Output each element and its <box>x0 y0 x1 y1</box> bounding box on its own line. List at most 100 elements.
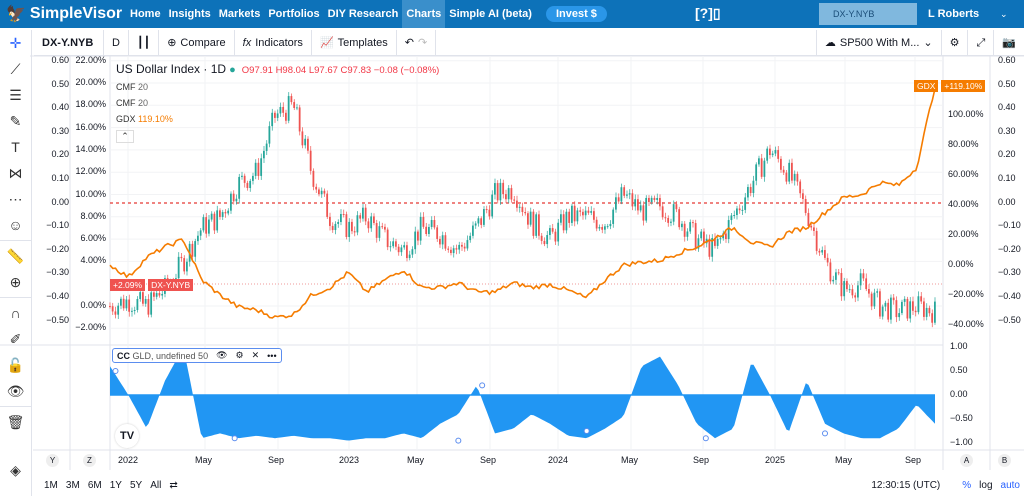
fib-lines-icon[interactable]: ☰ <box>9 86 22 103</box>
eagle-icon: 🦅 <box>6 6 26 23</box>
candle <box>700 231 703 239</box>
brush-icon[interactable]: ✎ <box>9 112 22 129</box>
layout-select[interactable]: ☁ SP500 With M... ⌄ <box>815 29 942 56</box>
candle <box>348 221 351 237</box>
candle <box>650 197 653 202</box>
study-cmf-1[interactable]: CMF 20 <box>116 82 149 92</box>
eye-icon[interactable]: 👁 <box>6 382 25 399</box>
settings-icon[interactable]: ⚙ <box>235 350 244 360</box>
nav-link[interactable]: Simple AI (beta) <box>449 8 532 20</box>
candle <box>928 307 931 314</box>
more-icon[interactable]: ••• <box>267 350 277 361</box>
layers-icon[interactable]: ◈ <box>10 461 21 478</box>
range-button[interactable]: 5Y <box>129 479 143 491</box>
prediction-icon[interactable]: ⋯ <box>8 190 23 207</box>
chevron-down-icon[interactable]: ⌄ <box>1000 9 1008 19</box>
candle <box>791 162 793 181</box>
user-menu[interactable]: L Roberts <box>928 8 980 20</box>
candle <box>617 197 620 202</box>
candle <box>513 199 516 201</box>
axis-y-btn[interactable]: Y <box>46 454 59 467</box>
candle <box>153 292 155 297</box>
candle <box>821 250 824 253</box>
range-button[interactable]: 3M <box>65 479 80 491</box>
candle <box>516 200 518 208</box>
nav-link[interactable]: DIY Research <box>327 8 399 20</box>
lock-drawing-icon[interactable]: ✐ <box>9 330 22 347</box>
candle <box>774 150 777 154</box>
redo-icon[interactable]: ↷ <box>418 36 428 49</box>
right-cmf-tick: 0.40 <box>998 102 1016 113</box>
cc-study-legend[interactable]: CC GLD, undefined 50 👁 ⚙ ✕ ••• <box>112 348 282 363</box>
nav-link[interactable]: Markets <box>218 8 261 20</box>
fullscreen-icon[interactable]: ⤢ <box>968 29 995 56</box>
settings-icon[interactable]: ⚙ <box>942 29 969 56</box>
cc-marker <box>231 435 238 442</box>
brand-logo[interactable]: 🦅 SimpleVisor <box>6 5 123 23</box>
templates-button[interactable]: 📈 Templates <box>312 29 397 56</box>
trend-line-icon[interactable]: ⟋ <box>10 60 21 77</box>
auto-toggle[interactable]: auto <box>1000 479 1020 491</box>
pattern-icon[interactable]: ⋈ <box>8 164 23 181</box>
candle <box>719 238 722 240</box>
nav-link[interactable]: Portfolios <box>268 8 320 20</box>
candle <box>590 211 593 213</box>
ohlc-values: O97.91 H98.04 L97.67 C97.83 −0.08 (−0.08… <box>241 65 440 76</box>
date-range-icon[interactable]: ⇄ <box>169 479 178 491</box>
ruler-icon[interactable]: 📏 <box>6 247 25 264</box>
candle <box>711 238 714 257</box>
candle <box>238 176 241 199</box>
candle <box>777 150 780 159</box>
crosshair-icon[interactable]: ✛ <box>9 34 22 51</box>
candle <box>593 211 595 220</box>
candle <box>923 301 925 317</box>
nav-links: Home Insights Markets Portfolios DIY Researc… <box>126 0 536 28</box>
invest-button[interactable]: Invest $ <box>545 6 607 22</box>
emoji-icon[interactable]: ☺ <box>8 217 23 233</box>
eye-icon[interactable]: 👁 <box>216 350 228 360</box>
symbol-search-input[interactable]: DX-Y.NYB <box>819 3 917 25</box>
right-cmf-tick: 0.50 <box>998 78 1016 89</box>
study-gdx[interactable]: GDX 119.10% <box>116 114 173 124</box>
range-button[interactable]: 1M <box>44 479 58 491</box>
symbol-button[interactable]: DX-Y.NYB <box>34 29 104 56</box>
camera-icon[interactable]: 📷 <box>1002 36 1016 49</box>
study-cmf-2[interactable]: CMF 20 <box>116 98 149 108</box>
candle <box>510 188 513 200</box>
log-toggle[interactable]: log <box>979 479 993 491</box>
nav-link[interactable]: Insights <box>168 8 211 20</box>
nav-link[interactable]: Charts <box>402 0 446 28</box>
tradingview-logo[interactable]: TV <box>115 424 139 448</box>
nav-link[interactable]: Home <box>130 8 161 20</box>
gdx-pct-badge: +119.10% <box>941 80 986 92</box>
lock-icon[interactable]: 🔓 <box>6 356 25 373</box>
axis-a-btn[interactable]: A <box>960 454 973 467</box>
text-icon[interactable]: T <box>11 139 20 155</box>
candle <box>758 158 760 165</box>
compare-button[interactable]: ⊕ Compare <box>159 29 235 56</box>
candle <box>780 158 782 170</box>
candle <box>609 223 612 227</box>
collapse-legend-button[interactable]: ⌃ <box>116 130 134 143</box>
zoom-in-icon[interactable]: ⊕ <box>9 273 22 290</box>
candles-icon[interactable]: ┃┃ <box>129 29 160 56</box>
interval-button[interactable]: D <box>104 29 129 56</box>
candle <box>587 210 590 213</box>
percent-toggle[interactable]: % <box>962 479 972 491</box>
candle <box>318 189 320 195</box>
magnet-icon[interactable]: ∩ <box>10 305 21 321</box>
trash-icon[interactable]: 🗑 <box>6 413 25 430</box>
axis-z-btn[interactable]: Z <box>83 454 96 467</box>
candle <box>879 291 881 317</box>
undo-icon[interactable]: ↶ <box>404 36 414 49</box>
indicators-button[interactable]: fx Indicators <box>235 29 312 56</box>
close-icon[interactable]: ✕ <box>251 350 260 360</box>
range-button[interactable]: 6M <box>87 479 102 491</box>
help-video-icon[interactable]: [?]▯ <box>695 5 721 21</box>
range-button[interactable]: 1Y <box>109 479 122 491</box>
range-button[interactable]: All <box>150 479 162 491</box>
time-tick: May <box>407 455 425 465</box>
undo-redo: ↶ ↷ <box>397 29 437 56</box>
axis-b-btn[interactable]: B <box>998 454 1011 467</box>
left-cmf-tick: −0.50 <box>46 314 69 325</box>
